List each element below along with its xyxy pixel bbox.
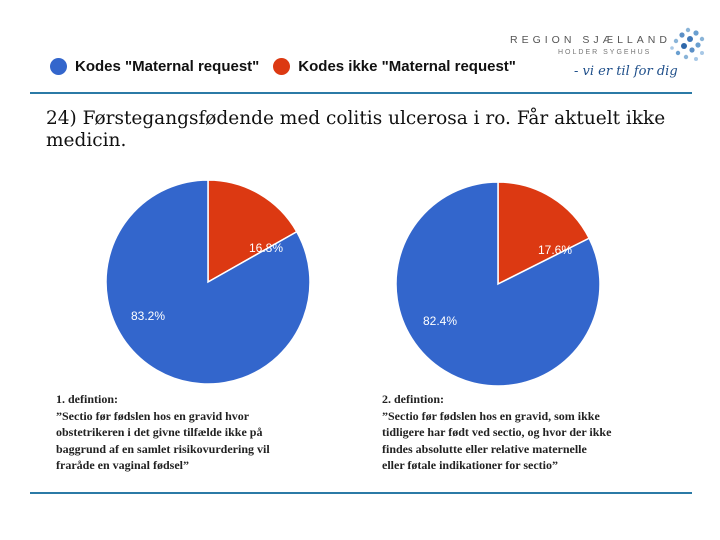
- caption-line: findes absolutte eller relative maternel…: [382, 441, 587, 456]
- legend-dot-red: [273, 58, 291, 75]
- legend-item-not-maternal-request: Kodes ikke "Maternal request": [273, 58, 516, 75]
- logo-name: REGION SJÆLLAND: [510, 34, 671, 46]
- legend-dot-blue: [50, 58, 67, 75]
- header-divider: [30, 92, 692, 94]
- pie-slice: [395, 181, 601, 387]
- logo-tagline: - vi er til for dig: [574, 64, 678, 79]
- slice-label: 82.4%: [423, 314, 457, 328]
- caption-line: 2. defintion:: [382, 392, 445, 406]
- caption-line: ”Sectio før fødslen hos en gravid hvor: [56, 408, 250, 423]
- pie-slice: [497, 181, 591, 286]
- pie-slice: [105, 179, 311, 385]
- logo-subtitle: HOLDER SYGEHUS: [558, 49, 652, 56]
- caption-line: fraråde en vaginal fødsel”: [56, 458, 189, 472]
- slice-label: 17.6%: [538, 243, 572, 257]
- logo-dots-icon: [670, 27, 705, 61]
- caption-definition-2: 2. defintion: ”Sectio før fødslen hos en…: [382, 391, 682, 474]
- region-logo: REGION SJÆLLAND HOLDER SYGEHUS - vi er t…: [508, 26, 708, 88]
- slide-title: 24) Førstegangsfødende med colitis ulcer…: [46, 108, 666, 151]
- caption-line: ”Sectio før fødslen hos en gravid, som i…: [382, 408, 600, 423]
- legend-label: Kodes ikke "Maternal request": [298, 58, 516, 75]
- caption-line: eller føtale indikationer for sectio”: [382, 458, 558, 472]
- pie-slice: [207, 179, 298, 284]
- caption-line: 1. defintion:: [56, 392, 119, 406]
- caption-line: tidligere har født ved sectio, og hvor d…: [382, 425, 612, 439]
- caption-definition-1: 1. defintion: ”Sectio før fødslen hos en…: [56, 391, 346, 474]
- caption-line: obstetrikeren i det givne tilfælde ikke …: [56, 425, 263, 439]
- slice-label: 16.8%: [249, 241, 283, 255]
- footer-divider: [30, 492, 692, 494]
- legend-item-maternal-request: Kodes "Maternal request": [50, 58, 259, 75]
- slice-label: 83.2%: [131, 309, 165, 323]
- caption-line: baggrund af en samlet risikovurdering vi…: [56, 441, 270, 456]
- legend-label: Kodes "Maternal request": [75, 58, 260, 75]
- chart-legend: Kodes "Maternal request" Kodes ikke "Mat…: [50, 58, 530, 75]
